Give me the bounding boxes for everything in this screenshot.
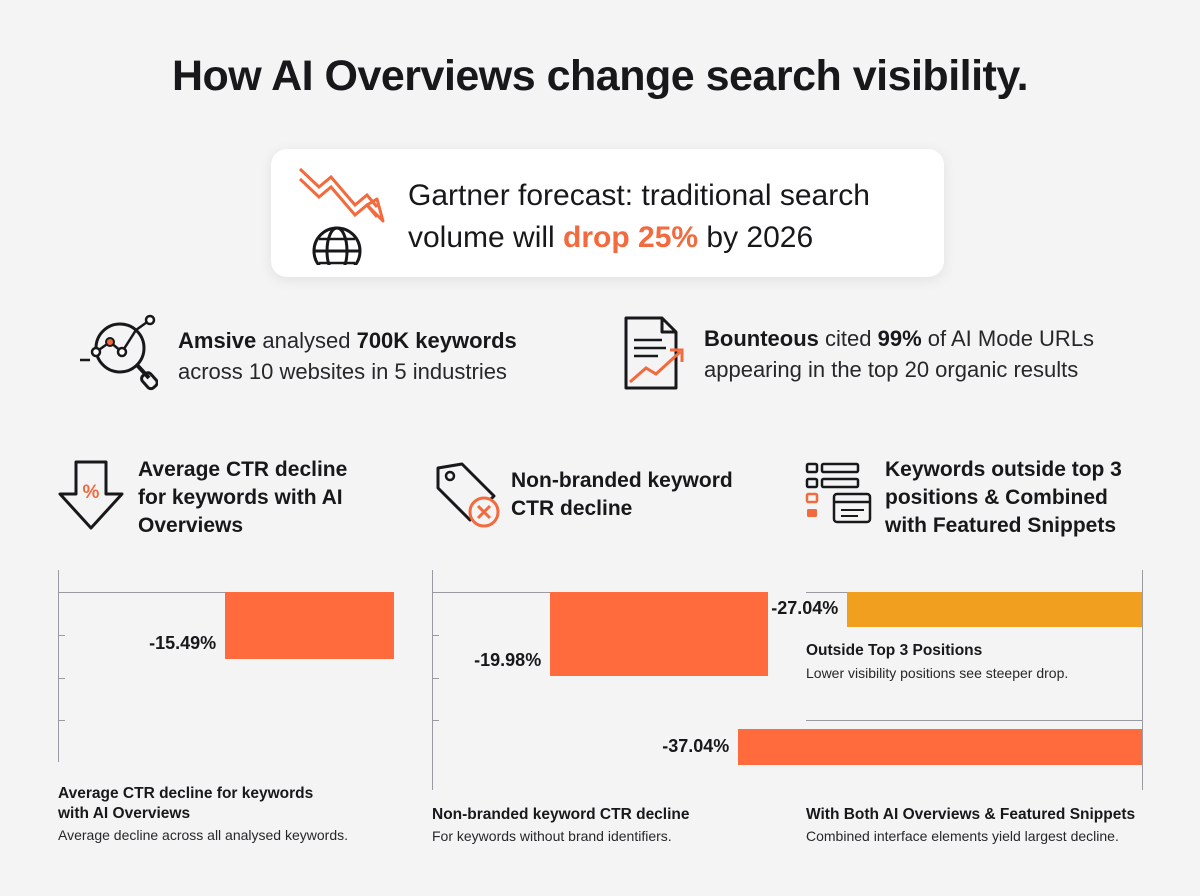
document-growth-icon <box>624 316 684 390</box>
chart-3-caption-desc-outside-top3: Lower visibility positions see steeper d… <box>806 665 1069 681</box>
chart-3-caption-title-outside-top3: Outside Top 3 Positions <box>806 642 983 659</box>
chart-1-y-axis <box>58 570 59 762</box>
chart-3-axis <box>1142 570 1143 790</box>
forecast-card: Gartner forecast: traditional search vol… <box>271 149 944 277</box>
stat-amsive-figure: 700K keywords <box>356 328 517 353</box>
svg-text:%: % <box>83 482 100 503</box>
chart-3-value-label-outside-top3: -27.04% <box>771 598 839 618</box>
forecast-text: Gartner forecast: traditional search vol… <box>408 175 928 259</box>
chart-1-caption-title: Average CTR decline for keywords with AI… <box>58 784 388 824</box>
forecast-line-1: Gartner forecast: traditional search <box>408 179 870 212</box>
chart-2-tick <box>432 720 439 721</box>
chart-1-tick <box>58 678 65 679</box>
stat-bounteous-figure: 99% <box>877 326 922 351</box>
column-3-title-line: positions & Combined <box>885 486 1108 509</box>
percent-down-arrow-icon: % <box>58 460 124 530</box>
chart-2-caption-title: Non-branded keyword CTR decline <box>432 806 690 823</box>
forecast-line-2: volume will drop 25% by 2026 <box>408 217 928 259</box>
chart-1-bar <box>225 592 394 659</box>
chart-1-tick <box>58 635 65 636</box>
search-analytics-icon <box>80 314 158 391</box>
stat-bounteous-mid: cited <box>818 326 878 351</box>
stat-bounteous-line-1: Bounteous cited 99% of AI Mode URLs <box>704 323 1174 354</box>
column-1-title-line: Overviews <box>138 514 244 537</box>
column-3-title: Keywords outside top 3 positions & Combi… <box>885 456 1185 540</box>
chart-2-y-axis <box>432 570 433 790</box>
column-1-title-line: for keywords with AI <box>138 486 343 509</box>
forecast-line-2-start: volume will <box>408 221 564 254</box>
chart-3-caption-desc-combined: Combined interface elements yield larges… <box>806 828 1119 844</box>
column-2-title: Non-branded keyword CTR decline <box>511 467 771 523</box>
list-snippet-icon <box>805 462 872 524</box>
stat-amsive-mid: analysed <box>256 328 357 353</box>
page-title: How AI Overviews change search visibilit… <box>171 52 1029 100</box>
stat-amsive-line-1: Amsive analysed 700K keywords <box>178 325 578 356</box>
stat-bounteous-line-2: appearing in the top 20 organic results <box>704 357 1079 382</box>
chart-3-baseline-bottom <box>806 720 1142 721</box>
chart-1-tick <box>58 720 65 721</box>
column-1-title-line: Average CTR decline <box>138 458 348 481</box>
column-2-title-line: CTR decline <box>511 497 633 520</box>
chart-3-bar-combined <box>738 729 1142 765</box>
chart-3-caption-title-combined: With Both AI Overviews & Featured Snippe… <box>806 806 1136 823</box>
chart-2-tick <box>432 678 439 679</box>
chart-2-value-label: -19.98% <box>474 650 542 670</box>
forecast-line-2-end: by 2026 <box>698 221 814 254</box>
chart-2-caption-desc: For keywords without brand identifiers. <box>432 828 672 844</box>
stat-amsive-line-2: across 10 websites in 5 industries <box>178 359 507 384</box>
chart-2-bar <box>550 592 768 676</box>
trend-down-globe-icon <box>298 167 385 265</box>
column-2-title-line: Non-branded keyword <box>511 469 733 492</box>
stat-amsive-source: Amsive <box>178 328 257 353</box>
column-1-title: Average CTR decline for keywords with AI… <box>138 456 398 540</box>
stat-bounteous: Bounteous cited 99% of AI Mode URLs appe… <box>704 323 1174 385</box>
chart-1-caption-line: Average CTR decline for keywords <box>58 785 314 802</box>
forecast-highlight: drop 25% <box>563 221 699 254</box>
stat-amsive: Amsive analysed 700K keywords across 10 … <box>178 325 578 387</box>
tag-x-icon <box>436 462 500 528</box>
column-3-title-line: Keywords outside top 3 <box>885 458 1122 481</box>
chart-1-caption-desc: Average decline across all analysed keyw… <box>58 827 349 843</box>
column-3-title-line: with Featured Snippets <box>885 514 1117 537</box>
stat-bounteous-tail: of AI Mode URLs <box>921 326 1095 351</box>
chart-3-bar-outside-top3 <box>847 592 1142 627</box>
stat-bounteous-source: Bounteous <box>704 326 819 351</box>
chart-1-value-label: -15.49% <box>149 633 217 653</box>
chart-1-caption-line: with AI Overviews <box>58 805 191 822</box>
chart-3-value-label-combined: -37.04% <box>662 736 730 756</box>
chart-2-tick <box>432 635 439 636</box>
